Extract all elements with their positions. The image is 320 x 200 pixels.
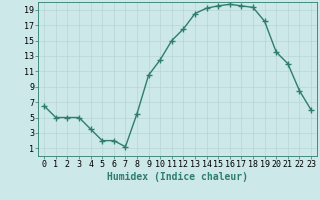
X-axis label: Humidex (Indice chaleur): Humidex (Indice chaleur): [107, 172, 248, 182]
